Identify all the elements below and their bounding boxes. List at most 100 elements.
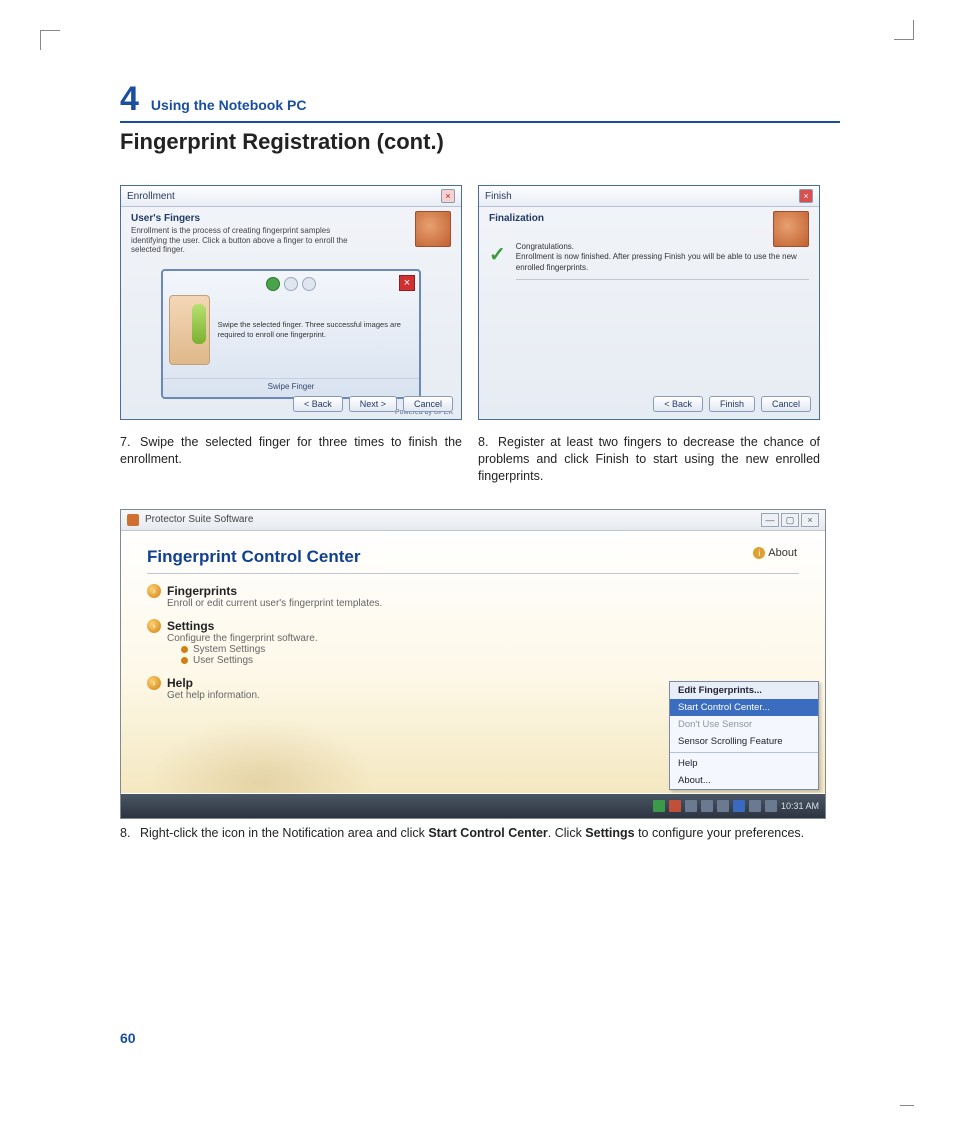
crop-mark-bottom-right xyxy=(900,1105,914,1106)
fingerprint-icon xyxy=(415,211,451,247)
fcc-sub-label: System Settings xyxy=(193,644,265,655)
enroll-hint: Swipe the selected finger. Three success… xyxy=(218,320,413,339)
tray-icon[interactable] xyxy=(717,800,729,812)
caption-bold-2: Settings xyxy=(585,826,634,840)
tray-icon[interactable] xyxy=(669,800,681,812)
menu-item-about[interactable]: About... xyxy=(670,772,818,789)
tray-icon[interactable] xyxy=(749,800,761,812)
captions-row-top: 7.Swipe the selected finger for three ti… xyxy=(120,428,840,509)
cancel-button[interactable]: Cancel xyxy=(403,396,453,412)
panel-close-icon[interactable]: × xyxy=(399,275,415,291)
page-content: 4 Using the Notebook PC Fingerprint Regi… xyxy=(120,80,840,866)
enroll-panel: × Swipe the selected finger. Three succe… xyxy=(161,269,421,399)
maximize-icon[interactable]: ▢ xyxy=(781,513,799,527)
minimize-icon[interactable]: — xyxy=(761,513,779,527)
menu-item-edit-fingerprints[interactable]: Edit Fingerprints... xyxy=(670,682,818,699)
fcc-titlebar: Protector Suite Software — ▢ × xyxy=(121,510,825,531)
window-controls: — ▢ × xyxy=(761,513,819,527)
figure-enrollment-dialog: Enrollment × User's Fingers Enrollment i… xyxy=(120,185,462,420)
chapter-title: Using the Notebook PC xyxy=(151,97,307,113)
tray-icon[interactable] xyxy=(765,800,777,812)
caption-number: 8. xyxy=(120,825,140,842)
enrollment-subheading: User's Fingers xyxy=(131,213,451,224)
fcc-app-title: Protector Suite Software xyxy=(145,514,253,525)
enrollment-title: Enrollment xyxy=(127,191,175,202)
caption-number: 8. xyxy=(478,434,498,451)
caption-text-pre: Right-click the icon in the Notification… xyxy=(140,826,428,840)
fcc-item-fingerprints[interactable]: › Fingerprints Enroll or edit current us… xyxy=(147,584,799,609)
tray-icon[interactable] xyxy=(701,800,713,812)
caption-7: 7.Swipe the selected finger for three ti… xyxy=(120,434,462,485)
fcc-item-title: Fingerprints xyxy=(167,584,237,598)
tray-icon[interactable] xyxy=(733,800,745,812)
finish-subheading: Finalization xyxy=(489,213,809,224)
finish-text-block: Congratulations. Enrollment is now finis… xyxy=(516,242,809,280)
finish-button[interactable]: Finish xyxy=(709,396,755,412)
fcc-item-settings[interactable]: › Settings Configure the fingerprint sof… xyxy=(147,619,799,666)
caption-text-post: to configure your preferences. xyxy=(635,826,805,840)
finish-congrats: Congratulations. xyxy=(516,242,809,252)
menu-item-dont-use-sensor[interactable]: Don't Use Sensor xyxy=(670,716,818,733)
enrollment-buttons: < Back Next > Cancel xyxy=(293,396,453,412)
next-button[interactable]: Next > xyxy=(349,396,397,412)
menu-item-sensor-scrolling[interactable]: Sensor Scrolling Feature xyxy=(670,733,818,750)
progress-dot xyxy=(284,277,298,291)
sub-bullet-icon xyxy=(181,657,188,664)
caption-text-mid: . Click xyxy=(548,826,586,840)
figures-row-top: Enrollment × User's Fingers Enrollment i… xyxy=(120,185,840,420)
app-icon xyxy=(127,514,139,526)
tray-icon[interactable] xyxy=(685,800,697,812)
menu-item-start-control-center[interactable]: Start Control Center... xyxy=(670,699,818,716)
bullet-icon: › xyxy=(147,619,161,633)
fcc-item-desc: Enroll or edit current user's fingerprin… xyxy=(167,598,799,609)
bullet-icon: › xyxy=(147,584,161,598)
figure-control-center: Protector Suite Software — ▢ × iAbout Fi… xyxy=(120,509,826,819)
caption-text: Register at least two fingers to decreas… xyxy=(478,435,820,483)
taskbar: 10:31 AM xyxy=(121,794,825,818)
finish-titlebar: Finish × xyxy=(479,186,819,207)
fingerprint-watermark xyxy=(141,673,381,793)
finish-title: Finish xyxy=(485,191,512,202)
fcc-sub-user[interactable]: User Settings xyxy=(181,655,799,666)
checkmark-icon: ✓ xyxy=(489,242,506,267)
crop-mark-top-left xyxy=(40,30,60,50)
about-link[interactable]: iAbout xyxy=(753,547,797,559)
figure-finish-dialog: Finish × Finalization ✓ Congratulations.… xyxy=(478,185,820,420)
caption-text: Swipe the selected finger for three time… xyxy=(120,435,462,466)
info-icon: i xyxy=(753,547,765,559)
page-number: 60 xyxy=(120,1030,136,1046)
fcc-item-title: Settings xyxy=(167,619,214,633)
finger-image xyxy=(169,295,210,365)
fcc-sub-system[interactable]: System Settings xyxy=(181,644,799,655)
back-button[interactable]: < Back xyxy=(293,396,343,412)
enrollment-titlebar: Enrollment × xyxy=(121,186,461,207)
close-icon[interactable]: × xyxy=(441,189,455,203)
chapter-header: 4 Using the Notebook PC xyxy=(120,80,840,123)
swipe-label: Swipe Finger xyxy=(163,378,419,391)
about-label: About xyxy=(768,547,797,559)
cancel-button[interactable]: Cancel xyxy=(761,396,811,412)
close-icon[interactable]: × xyxy=(799,189,813,203)
close-icon[interactable]: × xyxy=(801,513,819,527)
finish-msg: Enrollment is now finished. After pressi… xyxy=(516,252,809,273)
menu-item-help[interactable]: Help xyxy=(670,755,818,772)
back-button[interactable]: < Back xyxy=(653,396,703,412)
caption-8a: 8.Register at least two fingers to decre… xyxy=(478,434,820,485)
progress-dot xyxy=(302,277,316,291)
progress-dot xyxy=(266,277,280,291)
tray-icon[interactable] xyxy=(653,800,665,812)
fingerprint-icon xyxy=(773,211,809,247)
fcc-sub-label: User Settings xyxy=(193,655,253,666)
finish-buttons: < Back Finish Cancel xyxy=(653,396,811,412)
tray-clock: 10:31 AM xyxy=(781,801,819,811)
caption-8b: 8.Right-click the icon in the Notificati… xyxy=(120,825,826,842)
fcc-heading: Fingerprint Control Center xyxy=(147,547,799,574)
progress-dots xyxy=(169,277,413,291)
section-title: Fingerprint Registration (cont.) xyxy=(120,129,840,155)
enrollment-desc: Enrollment is the process of creating fi… xyxy=(131,226,351,255)
menu-separator xyxy=(670,752,818,753)
crop-mark-top-right xyxy=(894,20,914,40)
fcc-item-desc: Configure the fingerprint software. xyxy=(167,633,799,644)
sub-bullet-icon xyxy=(181,646,188,653)
tray-context-menu: Edit Fingerprints... Start Control Cente… xyxy=(669,681,819,790)
